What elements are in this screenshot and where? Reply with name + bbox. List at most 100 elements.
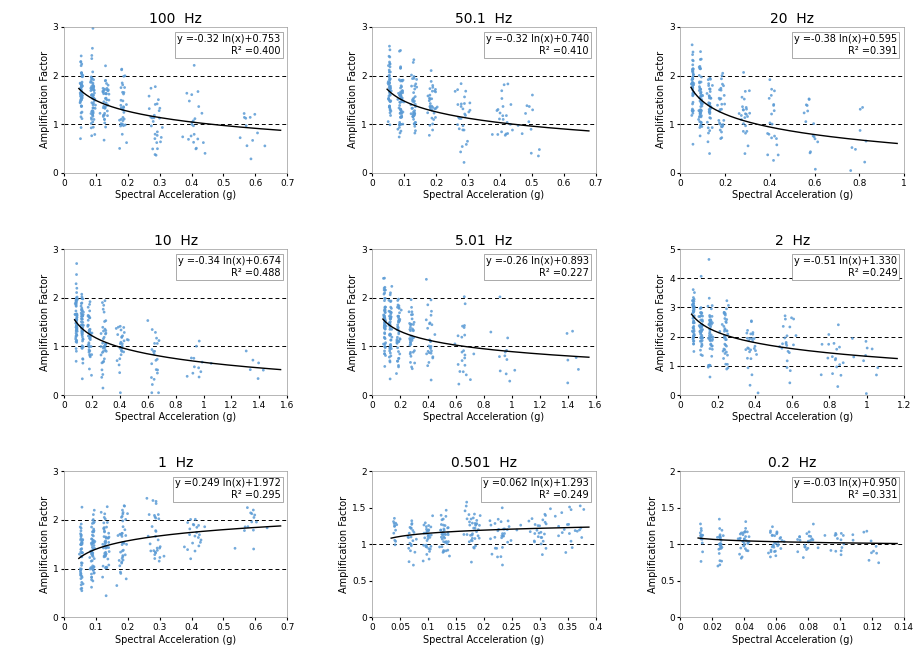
Point: [85, 550, 100, 561]
Point: [75, 69, 89, 80]
Point: [452, 123, 467, 134]
Point: [393, 93, 407, 104]
Point: [740, 353, 755, 364]
Point: [116, 101, 131, 112]
Point: [492, 113, 507, 124]
Point: [406, 527, 421, 537]
Point: [495, 560, 509, 570]
Point: [118, 70, 132, 81]
Point: [732, 108, 747, 119]
Point: [260, 523, 275, 533]
Point: [419, 528, 434, 539]
Point: [466, 528, 480, 539]
Point: [377, 288, 392, 299]
Point: [150, 99, 164, 109]
Point: [81, 338, 96, 348]
Point: [68, 314, 83, 325]
Point: [569, 352, 583, 363]
Point: [439, 546, 454, 556]
Point: [96, 561, 110, 572]
Point: [391, 356, 405, 366]
Point: [703, 340, 718, 350]
Point: [87, 537, 101, 548]
Point: [530, 520, 545, 531]
Point: [521, 116, 536, 127]
Point: [180, 88, 194, 99]
Point: [458, 86, 473, 97]
Point: [530, 525, 544, 535]
Point: [82, 350, 97, 361]
Point: [186, 120, 201, 131]
Point: [75, 71, 89, 82]
Point: [407, 346, 422, 356]
Point: [84, 569, 99, 580]
Point: [149, 150, 163, 160]
Point: [548, 511, 562, 521]
Point: [152, 387, 166, 398]
Point: [187, 129, 202, 140]
Point: [687, 330, 701, 341]
Point: [686, 64, 700, 74]
Point: [75, 548, 89, 558]
Point: [383, 330, 397, 341]
Point: [379, 321, 394, 331]
Point: [701, 99, 716, 110]
Point: [383, 97, 398, 107]
Point: [687, 303, 701, 313]
Point: [416, 556, 431, 566]
Point: [99, 89, 113, 99]
Point: [404, 295, 418, 305]
Point: [247, 512, 261, 523]
Point: [717, 321, 731, 331]
Point: [460, 529, 475, 540]
Point: [561, 519, 576, 529]
Point: [86, 90, 100, 101]
Point: [144, 358, 159, 369]
Point: [532, 521, 547, 531]
Point: [377, 321, 392, 332]
Point: [740, 342, 755, 353]
Point: [392, 317, 406, 327]
Point: [695, 121, 709, 132]
Point: [804, 533, 819, 544]
Point: [73, 78, 88, 89]
Point: [441, 536, 456, 547]
Point: [87, 517, 101, 527]
Point: [377, 361, 392, 372]
Point: [98, 114, 112, 125]
Point: [767, 85, 782, 96]
Point: [692, 326, 707, 337]
Point: [143, 83, 158, 94]
Point: [686, 60, 700, 70]
Point: [744, 354, 759, 364]
Point: [761, 150, 775, 160]
Point: [99, 548, 113, 559]
Point: [694, 72, 708, 83]
Point: [686, 331, 700, 342]
Point: [693, 311, 708, 322]
Point: [394, 91, 408, 102]
Title: 20  Hz: 20 Hz: [771, 11, 814, 25]
Point: [764, 132, 779, 143]
Point: [473, 510, 488, 521]
Point: [389, 368, 404, 379]
Point: [96, 83, 110, 94]
Point: [492, 351, 507, 362]
Point: [100, 80, 115, 91]
Point: [457, 299, 472, 309]
Point: [149, 355, 163, 366]
Point: [718, 99, 732, 109]
Point: [406, 71, 421, 82]
Point: [84, 108, 99, 119]
Point: [714, 73, 729, 84]
Point: [694, 105, 708, 115]
Point: [82, 349, 97, 360]
Point: [846, 352, 861, 362]
Point: [378, 301, 393, 312]
Point: [498, 368, 513, 379]
Point: [87, 540, 101, 551]
Point: [436, 529, 450, 540]
Point: [693, 315, 708, 325]
Point: [406, 87, 421, 98]
Point: [694, 533, 708, 544]
